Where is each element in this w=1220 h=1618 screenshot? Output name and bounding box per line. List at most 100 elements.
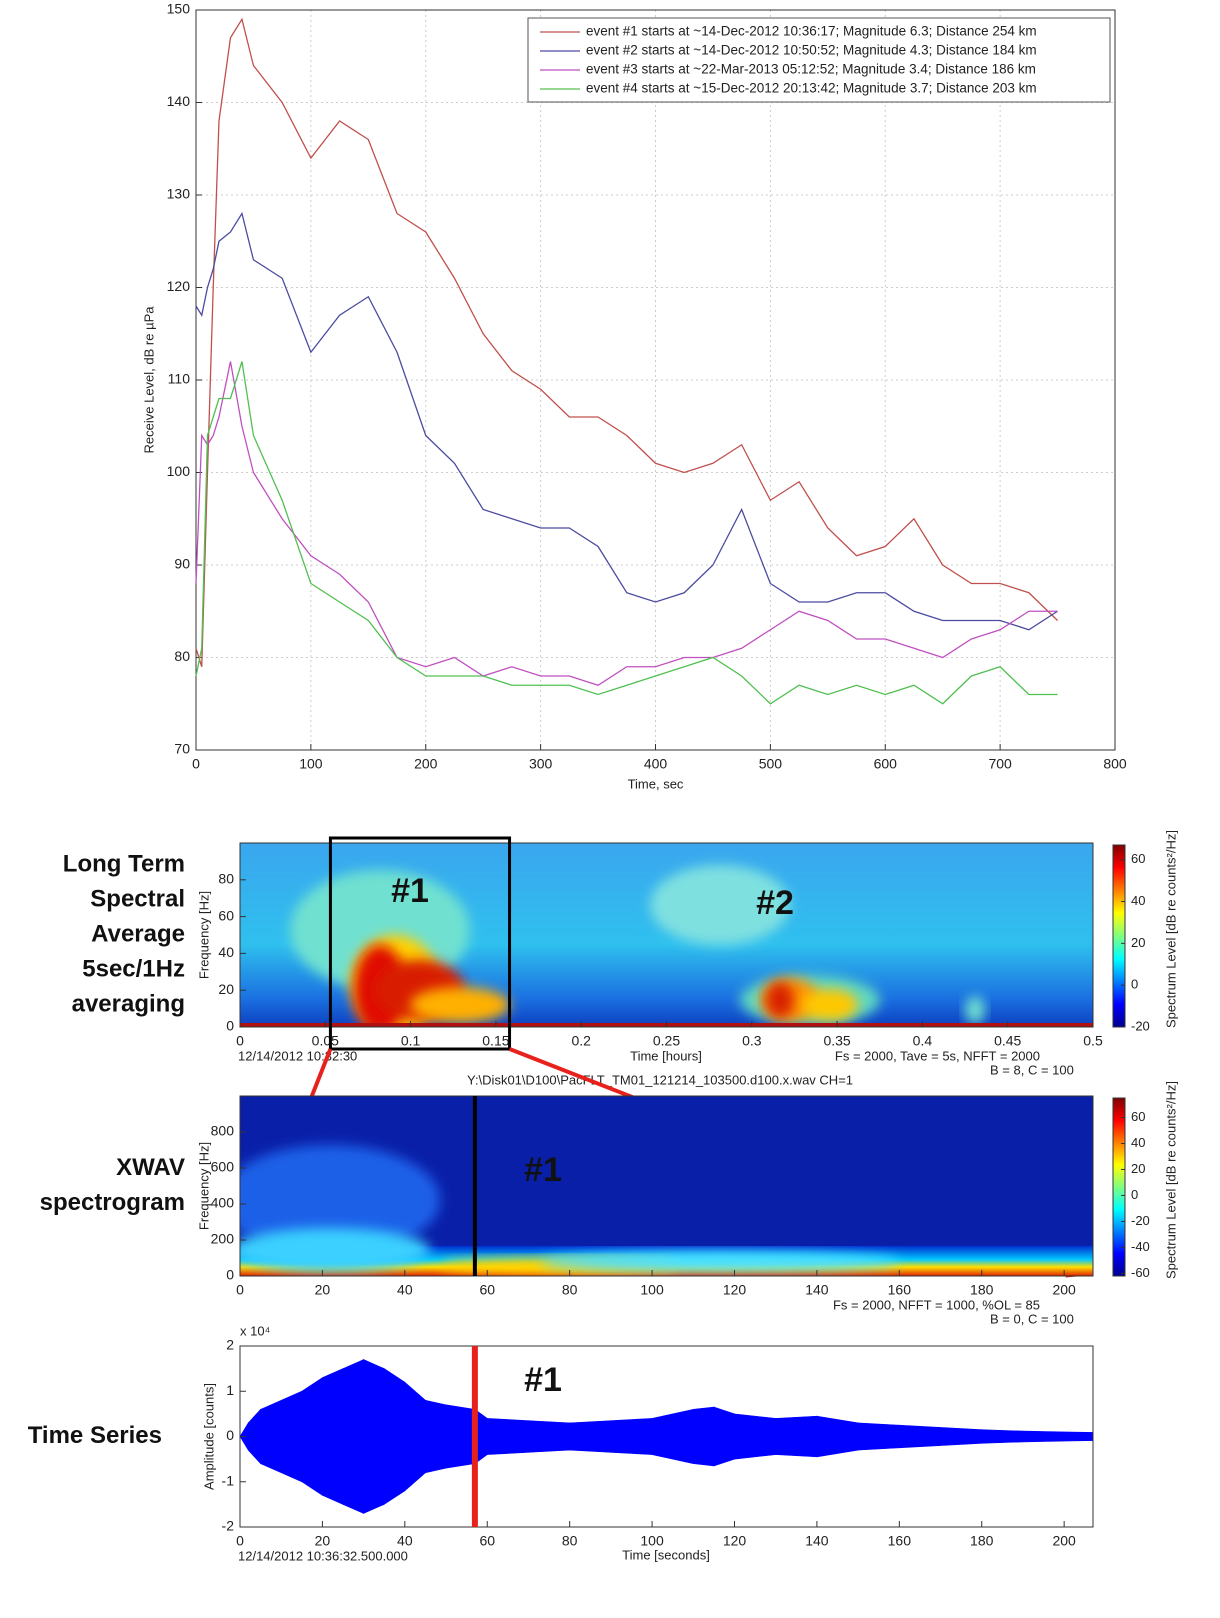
info-text: B = 0, C = 100 <box>990 1311 1074 1326</box>
panel-label: XWAV <box>116 1154 185 1181</box>
y-tick-label: 200 <box>211 1231 235 1247</box>
waveform-segment <box>692 1406 715 1467</box>
colorbar-tick-label: 20 <box>1131 1161 1145 1176</box>
x-tick-label: 0.45 <box>994 1033 1021 1049</box>
y-tick-label: 1 <box>226 1382 234 1398</box>
spectrogram-blob <box>965 996 985 1024</box>
colorbar <box>1112 844 1126 1028</box>
waveform-segment <box>857 1422 900 1451</box>
x-tick-label: 0.5 <box>1083 1033 1103 1049</box>
x-tick-label: 0.3 <box>742 1033 762 1049</box>
y-tick-label: 400 <box>211 1195 235 1211</box>
legend-label: event #4 starts at ~15-Dec-2012 20:13:42… <box>586 81 1037 96</box>
plot-frame <box>195 9 1116 751</box>
y-tick-label: 0 <box>226 1427 234 1443</box>
panel-label: Long Term <box>63 850 185 877</box>
colorbar-tick-label: 0 <box>1131 1187 1138 1202</box>
colorbar-label: Spectrum Level [dB re counts²/Hz] <box>1163 1081 1178 1279</box>
y-tick-label: 2 <box>226 1337 234 1353</box>
x-tick-label: 0.05 <box>312 1033 339 1049</box>
panel-label: spectrogram <box>40 1189 185 1216</box>
selection-box <box>328 836 512 1051</box>
waveform-segment <box>425 1399 447 1474</box>
spectrogram-image <box>240 843 1093 1027</box>
y-tick-label: 130 <box>167 186 191 202</box>
waveform-segment <box>383 1368 406 1505</box>
waveform-segment <box>486 1418 529 1455</box>
x-tick-label: 0 <box>236 1533 244 1549</box>
panel-label: Time Series <box>28 1422 162 1449</box>
x-tick-label: 160 <box>888 1282 912 1298</box>
y-tick-label: 60 <box>218 907 234 923</box>
annotation: #2 <box>756 884 794 922</box>
legend-label: event #2 starts at ~14-Dec-2012 10:50:52… <box>586 43 1037 58</box>
waveform-segment <box>899 1424 941 1449</box>
scale-label: x 10⁴ <box>240 1323 270 1338</box>
waveform-segment <box>363 1359 385 1514</box>
waveform-segment <box>342 1359 364 1514</box>
x-tick-label: 80 <box>562 1533 578 1549</box>
x-tick-label: 40 <box>397 1282 413 1298</box>
waveform-segment <box>713 1406 735 1467</box>
colorbar-tick-label: -60 <box>1131 1265 1150 1280</box>
y-tick-label: 40 <box>218 944 234 960</box>
panel-label: 5sec/1Hz <box>82 955 185 982</box>
x-tick-label: 180 <box>970 1533 994 1549</box>
x-tick-label: 200 <box>1052 1533 1076 1549</box>
waveform-segment <box>280 1390 303 1483</box>
x-tick-label: 120 <box>723 1533 747 1549</box>
annotation: #1 <box>391 872 429 910</box>
y-tick-label: 90 <box>174 556 190 572</box>
legend-label: event #3 starts at ~22-Mar-2013 05:12:52… <box>586 62 1036 77</box>
x-tick-label: 140 <box>805 1282 829 1298</box>
x-tick-label: 160 <box>888 1533 912 1549</box>
waveform-segment <box>610 1418 653 1455</box>
data-line <box>195 361 1058 686</box>
y-axis-label: Frequency [Hz] <box>196 1142 211 1230</box>
x-tick-label: 0 <box>236 1033 244 1049</box>
spectrogram-blob <box>766 982 794 1018</box>
plot-frame <box>239 842 1094 1028</box>
file-name: Y:\Disk01\D100\PacFLT_TM01_121214_103500… <box>467 1072 853 1087</box>
y-tick-label: 120 <box>167 278 191 294</box>
waveform-segment <box>260 1399 282 1474</box>
info-text: Fs = 2000, Tave = 5s, NFFT = 2000 <box>835 1048 1040 1063</box>
plot-frame <box>239 1095 1094 1277</box>
waveform-segment <box>322 1368 344 1505</box>
x-tick-label: 60 <box>479 1533 495 1549</box>
spectrogram-blob <box>240 1228 430 1272</box>
annotation: #1 <box>524 1361 562 1399</box>
spectrogram-blob <box>240 1145 440 1255</box>
y-tick-label: 800 <box>211 1123 235 1139</box>
y-axis-label: Receive Level, dB re µPa <box>141 306 156 454</box>
x-axis-label: Time [hours] <box>630 1048 702 1063</box>
spectrogram-blob <box>540 1252 900 1272</box>
start-time: 12/14/2012 10:32:30 <box>238 1048 357 1063</box>
x-tick-label: 500 <box>759 756 783 772</box>
panel-label: Spectral <box>90 885 185 912</box>
x-tick-label: 300 <box>529 756 553 772</box>
y-tick-label: 80 <box>174 648 190 664</box>
x-tick-label: 0 <box>192 756 200 772</box>
x-tick-label: 200 <box>1052 1282 1076 1298</box>
colorbar <box>1112 1097 1126 1277</box>
x-tick-label: 700 <box>988 756 1012 772</box>
waveform-segment <box>981 1429 1024 1444</box>
data-line <box>195 211 1058 631</box>
colorbar-tick-label: 40 <box>1131 1135 1145 1150</box>
x-tick-label: 0 <box>236 1282 244 1298</box>
colorbar-tick-label: 20 <box>1131 935 1145 950</box>
waveform-segment <box>569 1420 612 1453</box>
colorbar-tick-label: 40 <box>1131 893 1145 908</box>
y-axis-label: Frequency [Hz] <box>196 891 211 979</box>
data-line <box>195 17 1059 667</box>
plot-frame <box>239 1345 1094 1528</box>
x-tick-label: 140 <box>805 1533 829 1549</box>
waveform-segment <box>404 1381 426 1492</box>
y-axis-label: Amplitude [counts] <box>201 1383 216 1490</box>
panel-label: averaging <box>72 990 185 1017</box>
legend-label: event #1 starts at ~14-Dec-2012 10:36:17… <box>586 24 1037 39</box>
x-tick-label: 100 <box>640 1533 664 1549</box>
colorbar-tick-label: 60 <box>1131 1109 1145 1124</box>
y-tick-label: 0 <box>226 1267 234 1283</box>
